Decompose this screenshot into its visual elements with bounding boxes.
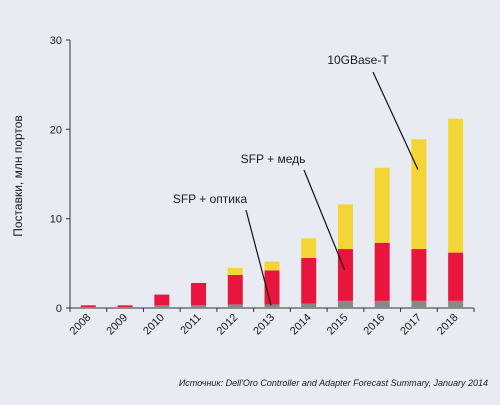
x-tick-label: 2008 <box>68 312 94 338</box>
bars <box>80 118 464 308</box>
x-tick-label: 2010 <box>141 312 167 338</box>
source-note: Источник: Dell'Oro Controller and Adapte… <box>179 378 488 388</box>
x-tick-label: 2009 <box>104 312 130 338</box>
x-tick-label: 2011 <box>178 312 203 337</box>
bar-segment <box>264 304 280 308</box>
bar-segment <box>117 307 133 308</box>
bar-segment <box>227 267 243 275</box>
x-tick-label: 2016 <box>362 312 388 338</box>
annotation-label: SFP + медь <box>241 152 306 166</box>
bar-segment <box>191 305 207 308</box>
x-tick-label: 2015 <box>325 312 351 338</box>
bar-segment <box>227 304 243 308</box>
x-tick-label: 2017 <box>398 312 424 338</box>
bar-segment <box>337 300 353 308</box>
bar-segment <box>374 242 390 301</box>
bar-segment <box>411 300 427 308</box>
annotation-leader <box>303 169 346 270</box>
annotation-leader <box>372 71 419 170</box>
bar-segment <box>191 282 207 306</box>
axes: 0 10 20 30 2008 2009 2010 2011 2012 2013 2014 2015 2… <box>50 35 475 338</box>
bar-segment <box>227 274 243 305</box>
bar-segment <box>448 118 464 253</box>
y-tick-label: 30 <box>50 35 62 47</box>
bar-segment <box>337 249 353 301</box>
annotation-leader <box>245 209 272 306</box>
bar-segment <box>301 238 317 258</box>
y-axis-title: Поставки, млн портов <box>11 115 25 237</box>
bar-segment <box>301 303 317 308</box>
bar-segment <box>337 204 353 250</box>
annotations: 10GBase-T SFP + медь SFP + оптика <box>173 53 419 306</box>
bar-segment <box>411 139 427 250</box>
y-tick-label: 10 <box>50 214 62 226</box>
bar-segment <box>374 300 390 308</box>
x-tick-label: 2018 <box>435 312 461 338</box>
y-tick-label: 0 <box>56 303 62 315</box>
bar-segment <box>154 294 170 306</box>
bar-segment <box>80 307 96 308</box>
annotation-label: 10GBase-T <box>327 53 389 67</box>
x-tick-label: 2013 <box>251 312 277 338</box>
x-tick-label: 2014 <box>288 312 314 338</box>
bar-segment <box>411 249 427 301</box>
bar-segment <box>448 252 464 301</box>
bar-segment <box>80 305 96 308</box>
bar-segment <box>374 167 390 243</box>
annotation-label: SFP + оптика <box>173 192 248 206</box>
bar-segment <box>154 305 170 308</box>
bar-segment <box>117 305 133 308</box>
y-tick-label: 20 <box>50 124 62 136</box>
bar-segment <box>448 300 464 308</box>
x-tick-label: 2012 <box>215 312 241 338</box>
bar-segment <box>301 257 317 304</box>
bar-segment <box>264 261 280 271</box>
